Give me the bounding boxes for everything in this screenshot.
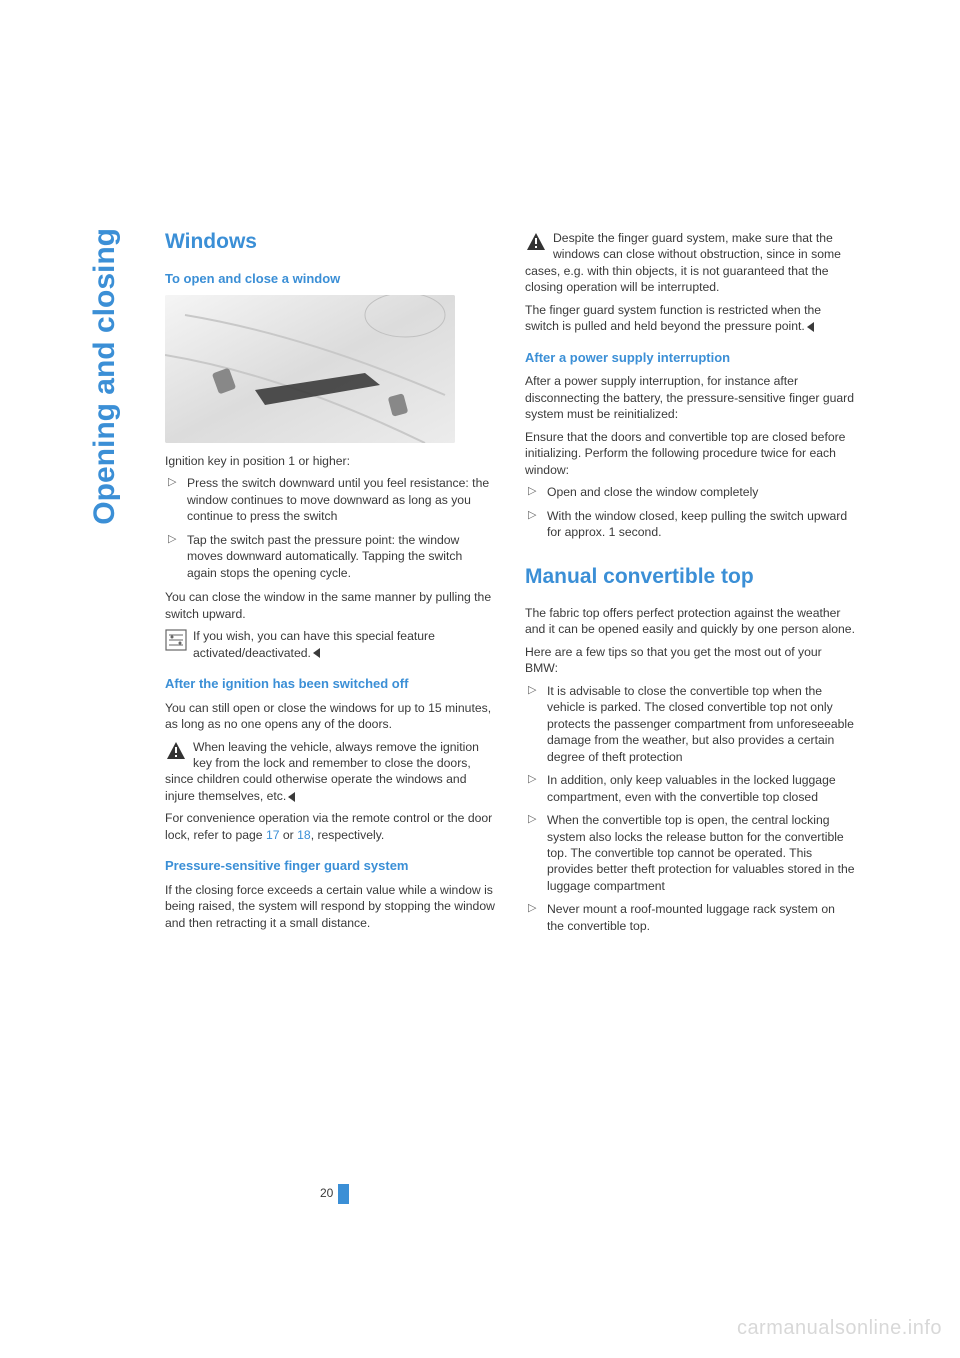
paragraph: You can still open or close the windows …: [165, 700, 495, 733]
dealer-note: If you wish, you can have this special f…: [165, 628, 495, 661]
text-span: The finger guard system function is rest…: [525, 303, 821, 333]
list-item: In addition, only keep valuables in the …: [525, 772, 855, 805]
right-column: Despite the finger guard system, make su…: [525, 228, 855, 942]
list-item: Never mount a roof-mounted luggage rack …: [525, 901, 855, 934]
paragraph: The finger guard system function is rest…: [525, 302, 855, 335]
list-item: It is advisable to close the convertible…: [525, 683, 855, 765]
watermark: carmanualsonline.info: [737, 1317, 942, 1340]
subheading-finger-guard: Pressure-sensitive finger guard system: [165, 857, 495, 875]
paragraph: Here are a few tips so that you get the …: [525, 644, 855, 677]
text-span: or: [280, 828, 298, 842]
bullet-list: Press the switch downward until you feel…: [165, 475, 495, 581]
page-number: 20: [320, 1186, 333, 1200]
dealer-icon: [165, 629, 187, 651]
heading-windows: Windows: [165, 228, 495, 256]
bullet-list: Open and close the window completely Wit…: [525, 484, 855, 540]
warning-note: Despite the finger guard system, make su…: [525, 230, 855, 296]
paragraph: The fabric top offers perfect protection…: [525, 605, 855, 638]
warning-icon: [165, 740, 187, 762]
page-link[interactable]: 17: [266, 828, 280, 842]
paragraph-text: Despite the finger guard system, make su…: [525, 231, 841, 294]
subheading-power-interruption: After a power supply interruption: [525, 349, 855, 367]
content-area: Windows To open and close a window: [165, 228, 855, 942]
end-marker-icon: [807, 322, 814, 332]
warning-note: When leaving the vehicle, always remove …: [165, 739, 495, 805]
left-column: Windows To open and close a window: [165, 228, 495, 942]
subheading-after-ignition: After the ignition has been switched off: [165, 675, 495, 693]
text-span: , respectively.: [311, 828, 385, 842]
paragraph: If the closing force exceeds a certain v…: [165, 882, 495, 931]
paragraph: For convenience operation via the remote…: [165, 810, 495, 843]
page-link[interactable]: 18: [297, 828, 311, 842]
list-item: With the window closed, keep pulling the…: [525, 508, 855, 541]
list-item: Press the switch downward until you feel…: [165, 475, 495, 524]
paragraph: Ignition key in position 1 or higher:: [165, 453, 495, 469]
page-marker: [338, 1184, 349, 1204]
figure-window-switch: [165, 295, 455, 443]
paragraph-text: When leaving the vehicle, always remove …: [165, 740, 479, 803]
paragraph: You can close the window in the same man…: [165, 589, 495, 622]
end-marker-icon: [313, 648, 320, 658]
paragraph: Ensure that the doors and convertible to…: [525, 429, 855, 478]
heading-convertible-top: Manual convertible top: [525, 563, 855, 591]
paragraph: After a power supply interruption, for i…: [525, 373, 855, 422]
list-item: Tap the switch past the pressure point: …: [165, 532, 495, 581]
warning-icon: [525, 231, 547, 253]
bullet-list: It is advisable to close the convertible…: [525, 683, 855, 935]
list-item: When the convertible top is open, the ce…: [525, 812, 855, 894]
subheading-open-close: To open and close a window: [165, 270, 495, 288]
end-marker-icon: [288, 792, 295, 802]
list-item: Open and close the window completely: [525, 484, 855, 500]
side-tab: Opening and closing: [88, 228, 122, 525]
